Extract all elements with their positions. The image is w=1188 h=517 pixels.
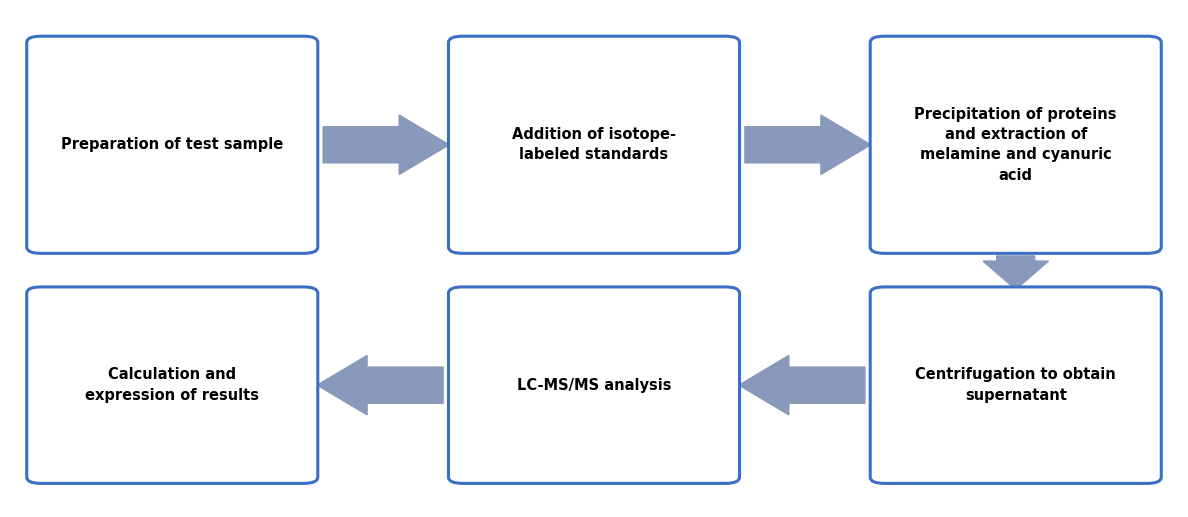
FancyBboxPatch shape xyxy=(26,287,317,483)
Text: LC-MS/MS analysis: LC-MS/MS analysis xyxy=(517,377,671,393)
Polygon shape xyxy=(739,356,865,415)
FancyBboxPatch shape xyxy=(26,36,317,253)
FancyBboxPatch shape xyxy=(870,36,1161,253)
Text: Addition of isotope-
labeled standards: Addition of isotope- labeled standards xyxy=(512,127,676,162)
Polygon shape xyxy=(323,115,449,175)
Text: Precipitation of proteins
and extraction of
melamine and cyanuric
acid: Precipitation of proteins and extraction… xyxy=(915,107,1117,183)
FancyBboxPatch shape xyxy=(449,287,739,483)
FancyBboxPatch shape xyxy=(449,36,739,253)
FancyBboxPatch shape xyxy=(870,287,1161,483)
Text: Calculation and
expression of results: Calculation and expression of results xyxy=(86,368,259,403)
Polygon shape xyxy=(984,256,1048,290)
Polygon shape xyxy=(745,115,871,175)
Polygon shape xyxy=(317,356,443,415)
Text: Preparation of test sample: Preparation of test sample xyxy=(61,137,284,153)
Text: Centrifugation to obtain
supernatant: Centrifugation to obtain supernatant xyxy=(916,368,1116,403)
